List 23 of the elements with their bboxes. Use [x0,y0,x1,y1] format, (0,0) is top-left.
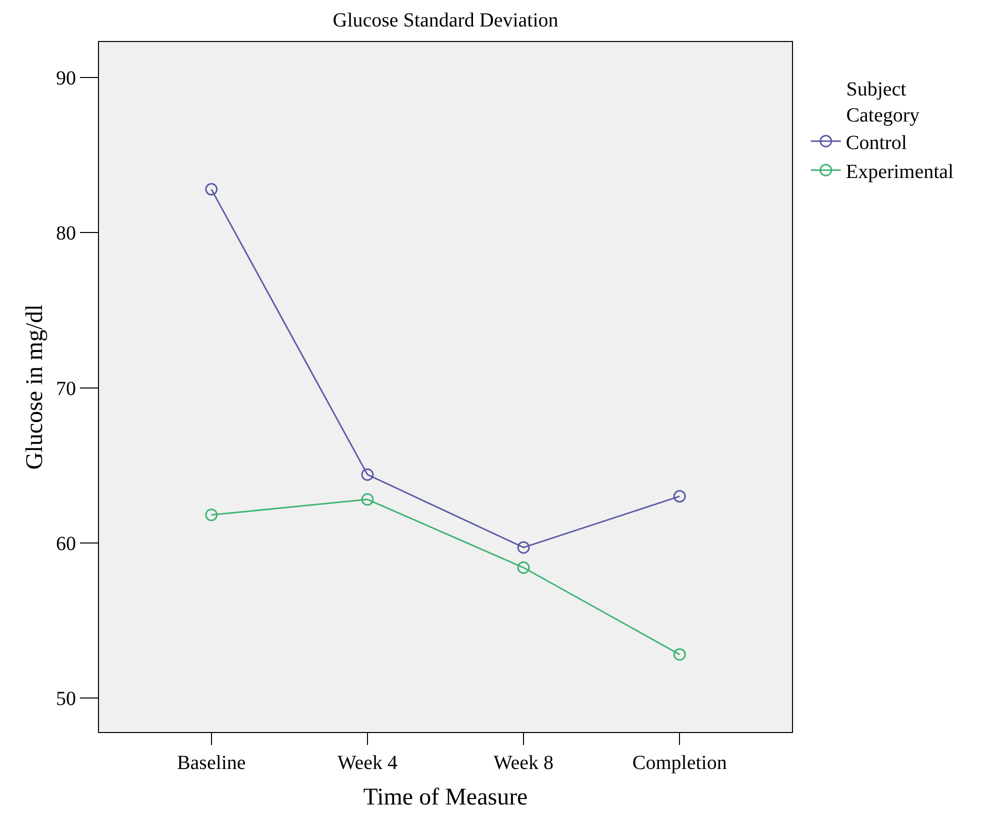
legend-label: Experimental [846,160,954,183]
legend-label: Control [846,132,908,154]
y-tick-label: 70 [56,378,76,400]
point [361,468,374,481]
x-tick-label: Week 4 [337,752,398,774]
point [205,508,218,522]
point [517,561,530,574]
point [673,490,686,503]
x-axis-title: Time of Measure [363,784,528,810]
legend-title: Subject Category [846,78,920,127]
y-tick-label: 80 [56,222,76,245]
point [673,648,686,661]
x-tick-label: Week 8 [494,752,554,774]
y-tick-label: 50 [56,688,76,710]
point [361,493,374,506]
y-axis-title: Glucose in mg/dl [22,304,48,470]
point [205,183,218,196]
chart-title: Glucose Standard Deviation [332,9,558,32]
x-tick-label: Completion [632,752,727,774]
x-tick-label: Baseline [176,752,246,774]
y-tick-label: 60 [56,532,76,555]
y-tick-label: 90 [56,68,76,90]
point [517,541,530,554]
